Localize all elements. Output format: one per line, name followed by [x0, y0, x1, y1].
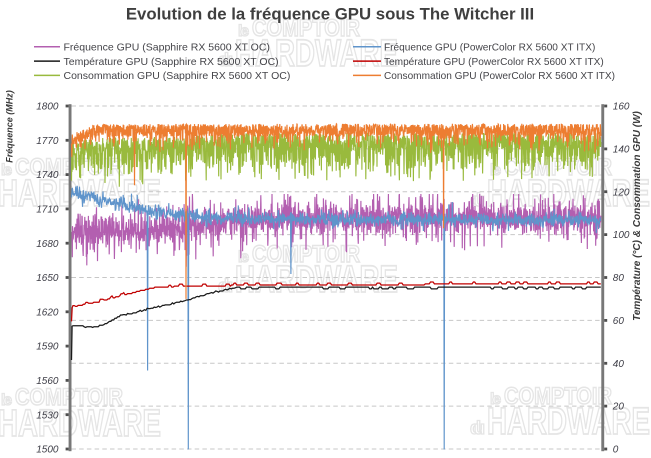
svg-text:Température (°C) & Consommatio: Température (°C) & Consommation GPU (W): [632, 110, 643, 320]
svg-text:40: 40: [613, 359, 625, 370]
svg-text:1740: 1740: [36, 170, 59, 181]
svg-text:le: le: [490, 162, 501, 179]
svg-text:1680: 1680: [36, 239, 59, 250]
svg-text:1800: 1800: [36, 102, 59, 113]
svg-text:Fréquence GPU (Sapphire RX 560: Fréquence GPU (Sapphire RX 5600 XT OC): [64, 42, 270, 54]
svg-text:160: 160: [613, 102, 630, 113]
svg-text:Evolution de la fréquence GPU: Evolution de la fréquence GPU sous The W…: [126, 5, 534, 24]
svg-text:HARDWARE: HARDWARE: [487, 173, 650, 215]
svg-text:HARDWARE: HARDWARE: [235, 259, 398, 301]
svg-text:1500: 1500: [36, 445, 59, 456]
svg-text:80: 80: [613, 273, 625, 284]
svg-text:Fréquence GPU (PowerColor RX 5: Fréquence GPU (PowerColor RX 5600 XT ITX…: [384, 43, 595, 54]
svg-text:Consommation GPU (PowerColor R: Consommation GPU (PowerColor RX 5600 XT …: [384, 71, 615, 82]
svg-text:HARDWARE: HARDWARE: [487, 401, 650, 443]
svg-text:1710: 1710: [36, 205, 59, 216]
svg-text:COMPTOIR: COMPTOIR: [252, 241, 360, 268]
svg-text:du: du: [470, 418, 485, 438]
svg-text:1560: 1560: [36, 376, 59, 387]
svg-text:20: 20: [612, 402, 625, 413]
svg-text:1590: 1590: [36, 342, 59, 353]
svg-text:le: le: [490, 391, 501, 408]
svg-text:Température GPU (Sapphire RX 5: Température GPU (Sapphire RX 5600 XT OC): [64, 56, 279, 68]
svg-text:120: 120: [613, 187, 630, 198]
svg-text:Fréquence (MHz): Fréquence (MHz): [5, 90, 15, 163]
svg-text:du: du: [218, 50, 233, 70]
svg-text:60: 60: [613, 316, 625, 327]
svg-text:Température GPU (PowerColor RX: Température GPU (PowerColor RX 5600 XT I…: [384, 57, 604, 68]
svg-text:le: le: [238, 23, 249, 40]
svg-text:1620: 1620: [36, 307, 59, 318]
svg-text:1770: 1770: [36, 136, 59, 147]
svg-text:140: 140: [613, 145, 630, 156]
svg-text:1650: 1650: [36, 273, 59, 284]
svg-text:COMPTOIR: COMPTOIR: [252, 15, 360, 42]
svg-text:1530: 1530: [36, 410, 59, 421]
svg-text:HARDWARE: HARDWARE: [0, 403, 161, 445]
svg-text:Consommation GPU (Sapphire RX: Consommation GPU (Sapphire RX 5600 XT OC…: [64, 70, 291, 82]
svg-text:le: le: [1, 162, 12, 179]
svg-text:HARDWARE: HARDWARE: [235, 33, 398, 75]
svg-text:0: 0: [613, 445, 619, 456]
svg-text:le: le: [1, 392, 12, 409]
svg-text:100: 100: [613, 230, 630, 241]
